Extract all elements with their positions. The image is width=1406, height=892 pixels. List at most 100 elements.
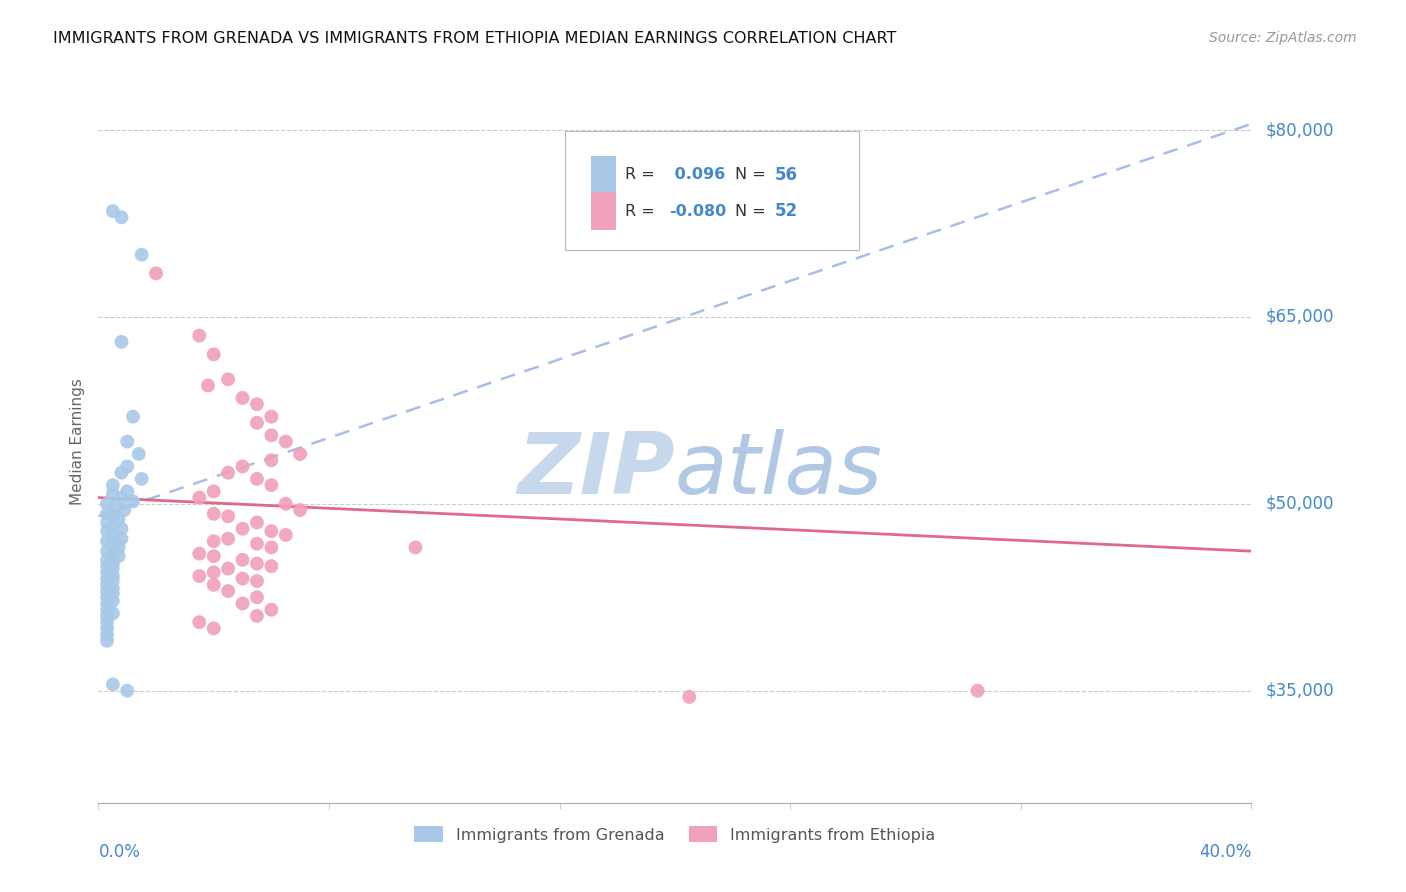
Point bbox=[217, 372, 239, 386]
Text: $50,000: $50,000 bbox=[1265, 495, 1334, 513]
Point bbox=[274, 528, 297, 542]
Point bbox=[231, 522, 254, 536]
Text: IMMIGRANTS FROM GRENADA VS IMMIGRANTS FROM ETHIOPIA MEDIAN EARNINGS CORRELATION : IMMIGRANTS FROM GRENADA VS IMMIGRANTS FR… bbox=[53, 31, 897, 46]
Point bbox=[96, 534, 118, 549]
Point bbox=[231, 572, 254, 586]
Point bbox=[96, 507, 118, 521]
Point bbox=[188, 328, 211, 343]
Point bbox=[197, 378, 219, 392]
Point bbox=[202, 578, 225, 592]
Point bbox=[202, 621, 225, 635]
Point bbox=[260, 428, 283, 442]
Point bbox=[101, 528, 124, 542]
Point bbox=[260, 453, 283, 467]
Point bbox=[202, 347, 225, 361]
Y-axis label: Median Earnings: Median Earnings bbox=[70, 378, 86, 505]
Point bbox=[217, 561, 239, 575]
Text: $35,000: $35,000 bbox=[1265, 681, 1334, 699]
Point bbox=[188, 491, 211, 505]
Text: $80,000: $80,000 bbox=[1265, 121, 1334, 139]
Text: ZIP: ZIP bbox=[517, 429, 675, 512]
Point bbox=[96, 621, 118, 635]
Point bbox=[246, 472, 269, 486]
Point bbox=[592, 179, 614, 194]
Point bbox=[246, 537, 269, 551]
Point bbox=[96, 559, 118, 574]
Point bbox=[101, 509, 124, 524]
Text: -0.080: -0.080 bbox=[669, 203, 727, 219]
Point bbox=[101, 519, 124, 533]
Text: 0.096: 0.096 bbox=[669, 168, 725, 183]
Point bbox=[260, 559, 283, 574]
Point bbox=[274, 434, 297, 449]
Point bbox=[231, 391, 254, 405]
Point bbox=[202, 484, 225, 499]
Point bbox=[117, 459, 139, 474]
Point bbox=[117, 434, 139, 449]
Point bbox=[117, 683, 139, 698]
Point bbox=[274, 497, 297, 511]
Point bbox=[678, 690, 700, 704]
Point bbox=[96, 578, 118, 592]
Point bbox=[131, 472, 153, 486]
Point bbox=[231, 553, 254, 567]
Point bbox=[131, 248, 153, 262]
Point bbox=[101, 557, 124, 571]
Point bbox=[231, 459, 254, 474]
Text: 0.0%: 0.0% bbox=[98, 843, 141, 861]
Point bbox=[202, 549, 225, 563]
Point bbox=[107, 541, 129, 555]
Point bbox=[246, 416, 269, 430]
Point bbox=[107, 512, 129, 526]
Text: R =: R = bbox=[626, 168, 661, 183]
Point bbox=[104, 500, 127, 514]
Point bbox=[260, 478, 283, 492]
FancyBboxPatch shape bbox=[565, 131, 859, 250]
Point bbox=[101, 487, 124, 501]
Point bbox=[96, 597, 118, 611]
Point bbox=[246, 557, 269, 571]
Point bbox=[96, 615, 118, 630]
Point bbox=[101, 582, 124, 596]
Point bbox=[202, 534, 225, 549]
Point bbox=[101, 537, 124, 551]
Point bbox=[290, 447, 312, 461]
Text: Source: ZipAtlas.com: Source: ZipAtlas.com bbox=[1209, 31, 1357, 45]
Text: N =: N = bbox=[735, 203, 770, 219]
Point bbox=[96, 609, 118, 624]
Point bbox=[145, 266, 167, 280]
Point bbox=[405, 541, 427, 555]
Text: $65,000: $65,000 bbox=[1265, 308, 1334, 326]
Point bbox=[260, 541, 283, 555]
Point bbox=[246, 574, 269, 588]
Point bbox=[217, 584, 239, 599]
Point bbox=[96, 497, 118, 511]
Point bbox=[217, 466, 239, 480]
Point bbox=[110, 466, 132, 480]
Point bbox=[101, 204, 124, 219]
Text: R =: R = bbox=[626, 203, 661, 219]
Point bbox=[128, 447, 150, 461]
Point bbox=[217, 509, 239, 524]
Point bbox=[188, 547, 211, 561]
Point bbox=[107, 549, 129, 563]
Point bbox=[260, 409, 283, 424]
Point bbox=[117, 484, 139, 499]
Point bbox=[101, 561, 124, 575]
Point bbox=[966, 683, 988, 698]
Point bbox=[96, 584, 118, 599]
Point bbox=[188, 615, 211, 630]
Point bbox=[96, 572, 118, 586]
Point bbox=[101, 547, 124, 561]
Point bbox=[260, 603, 283, 617]
Point bbox=[96, 627, 118, 641]
FancyBboxPatch shape bbox=[591, 156, 616, 194]
Point bbox=[110, 532, 132, 546]
Point bbox=[217, 532, 239, 546]
Point bbox=[110, 211, 132, 225]
Text: N =: N = bbox=[735, 168, 770, 183]
Point bbox=[96, 633, 118, 648]
Point bbox=[246, 397, 269, 411]
FancyBboxPatch shape bbox=[591, 193, 616, 230]
Point bbox=[96, 591, 118, 605]
